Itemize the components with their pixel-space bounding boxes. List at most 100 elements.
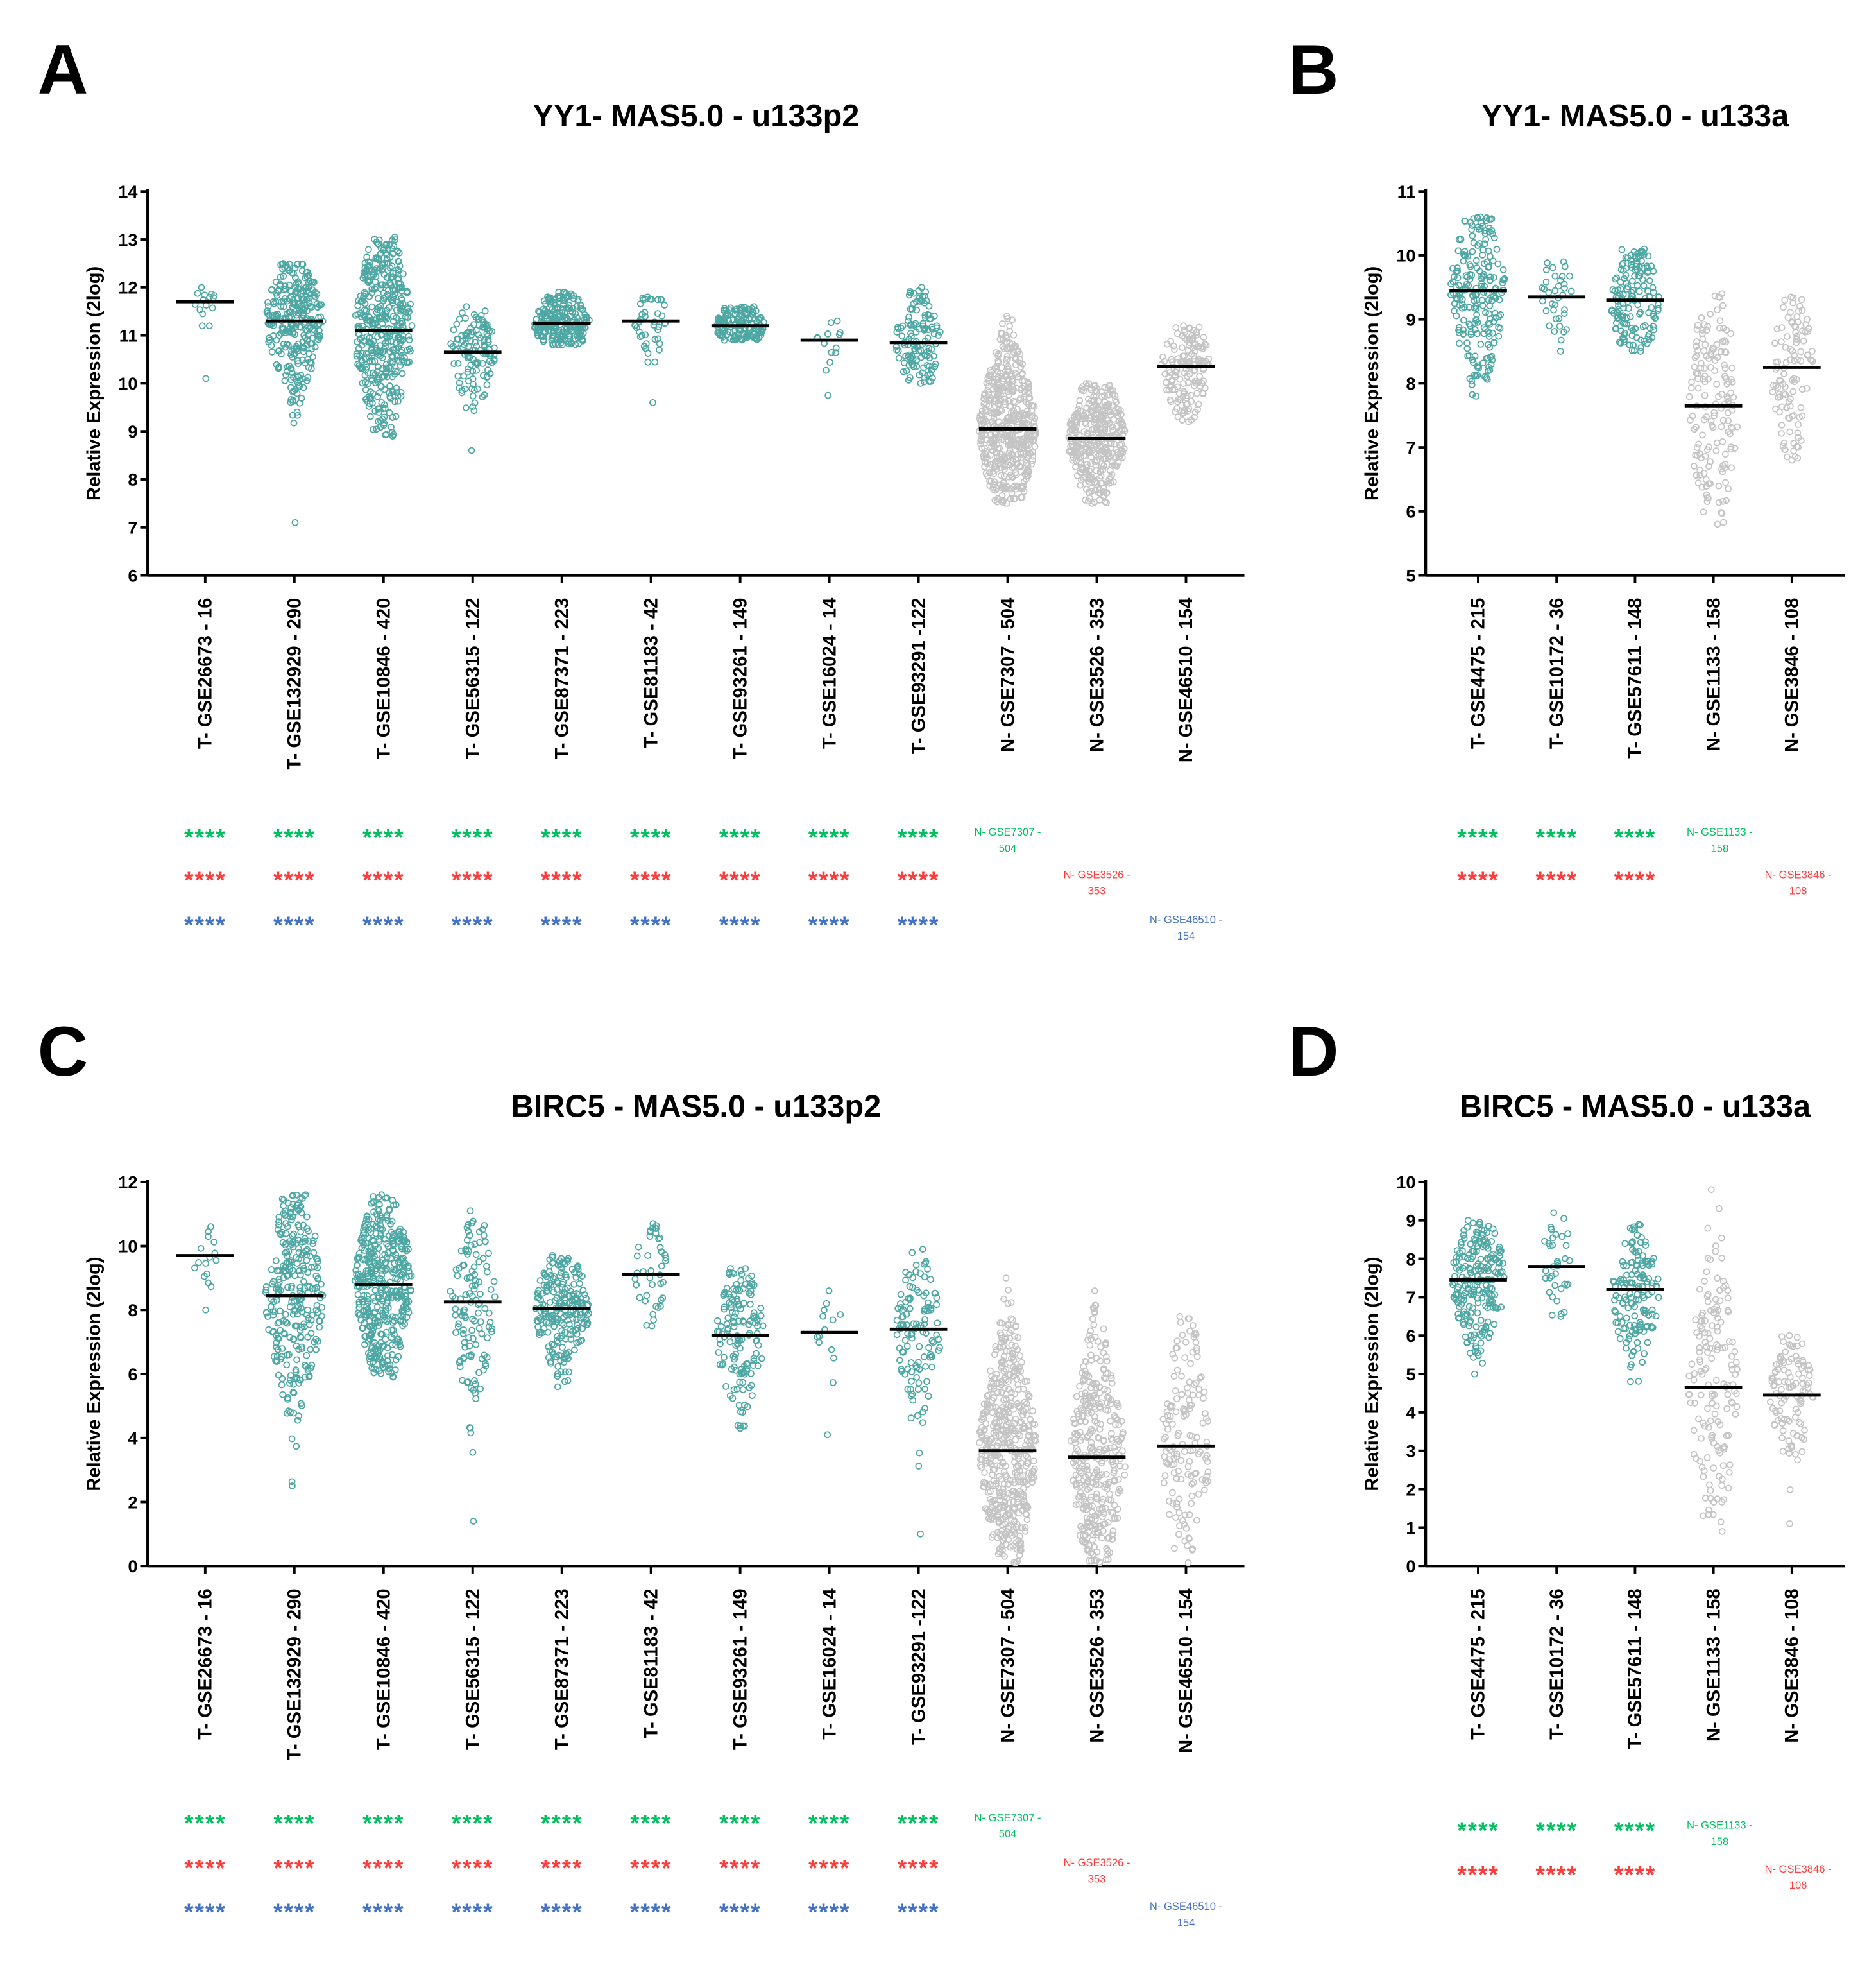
- data-point: [402, 313, 409, 321]
- data-point: [1031, 415, 1039, 422]
- data-point: [279, 326, 287, 333]
- data-point: [1007, 460, 1015, 467]
- data-point: [536, 1277, 544, 1284]
- data-point: [1030, 418, 1038, 425]
- data-point: [191, 1264, 198, 1272]
- data-point: [911, 347, 919, 354]
- significance-stars: ****: [808, 866, 850, 893]
- significance-stars: ****: [1457, 866, 1499, 893]
- data-point: [1640, 282, 1648, 289]
- data-point: [268, 348, 276, 356]
- data-point: [740, 303, 747, 311]
- data-point: [902, 1276, 909, 1284]
- data-point: [386, 348, 394, 356]
- data-point: [304, 1334, 312, 1341]
- data-point: [293, 261, 301, 268]
- data-point: [916, 371, 923, 379]
- data-point: [303, 1351, 311, 1359]
- data-point: [654, 310, 661, 317]
- data-point: [210, 1239, 218, 1246]
- data-point: [1637, 344, 1644, 352]
- data-point: [651, 336, 659, 343]
- y-tick-label: 13: [118, 230, 137, 250]
- data-point: [828, 1346, 835, 1353]
- data-point: [382, 431, 389, 439]
- data-point: [398, 296, 405, 304]
- data-point: [398, 337, 406, 345]
- data-point: [824, 330, 831, 338]
- data-point: [910, 289, 917, 297]
- data-point: [307, 277, 314, 285]
- data-point: [1479, 302, 1487, 309]
- data-point: [318, 1280, 325, 1288]
- data-point: [307, 1346, 314, 1353]
- data-point: [362, 268, 370, 275]
- x-tick-label: T- GSE10846 - 420: [374, 598, 395, 760]
- data-point: [982, 436, 990, 443]
- data-point: [1025, 420, 1032, 428]
- data-point: [830, 1379, 837, 1386]
- data-point: [393, 384, 400, 392]
- data-point: [469, 1217, 477, 1225]
- y-tick-label: 10: [118, 373, 137, 393]
- data-point: [1025, 411, 1032, 418]
- significance-stars: ****: [184, 866, 226, 893]
- data-point: [400, 270, 407, 278]
- data-point: [636, 328, 643, 336]
- x-tick-label: T- GSE81183 - 42: [641, 598, 661, 748]
- data-point: [287, 396, 295, 403]
- panel-letter: A: [38, 31, 89, 109]
- data-point: [378, 382, 385, 390]
- data-point: [481, 391, 488, 399]
- data-point: [1118, 440, 1125, 447]
- data-point: [209, 304, 216, 312]
- data-point: [1546, 322, 1553, 330]
- data-point: [1800, 337, 1807, 345]
- data-point: [724, 312, 731, 320]
- data-point: [274, 311, 282, 318]
- data-point: [485, 1249, 492, 1257]
- data-point: [830, 1354, 837, 1362]
- data-point: [299, 297, 306, 305]
- data-point: [281, 377, 289, 384]
- data-point: [562, 289, 570, 297]
- data-point: [283, 1361, 291, 1369]
- data-point: [823, 366, 830, 374]
- data-point: [913, 356, 921, 364]
- data-point: [391, 236, 399, 243]
- data-point: [747, 307, 755, 314]
- data-point: [893, 1331, 901, 1339]
- data-point: [895, 354, 903, 362]
- data-point: [636, 333, 644, 341]
- data-point: [299, 338, 307, 346]
- data-point: [370, 425, 377, 433]
- data-point: [641, 295, 649, 303]
- data-point: [903, 1343, 911, 1350]
- data-point: [928, 1363, 935, 1371]
- data-point: [991, 478, 998, 485]
- data-point: [1072, 463, 1079, 470]
- data-point: [1556, 322, 1564, 330]
- data-point: [1010, 343, 1017, 351]
- data-point: [365, 258, 372, 266]
- data-point: [993, 485, 1000, 492]
- data-point: [981, 1469, 988, 1477]
- data-point: [925, 378, 933, 385]
- data-point: [408, 322, 416, 329]
- data-point: [561, 296, 568, 304]
- data-point: [996, 336, 1004, 343]
- data-point: [833, 317, 841, 325]
- data-point: [986, 477, 993, 485]
- data-point: [1113, 422, 1120, 430]
- data-point: [303, 273, 311, 280]
- data-point: [924, 1266, 931, 1273]
- data-point: [1544, 259, 1551, 266]
- data-point: [1778, 338, 1785, 346]
- x-tick-label: T- GSE93261 - 149: [730, 598, 751, 760]
- data-point: [468, 1326, 475, 1334]
- data-point: [484, 1334, 491, 1342]
- data-point: [450, 326, 457, 334]
- data-point: [1172, 324, 1180, 331]
- data-point: [315, 336, 322, 343]
